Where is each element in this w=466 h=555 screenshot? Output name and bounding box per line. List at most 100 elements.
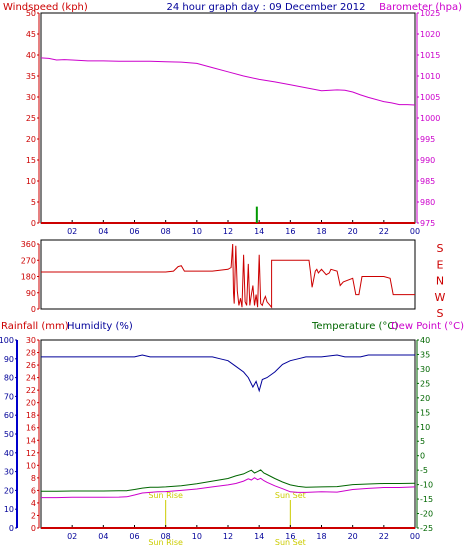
- wind-direction-tick-label: 90: [26, 289, 36, 298]
- temperature-axis-title: Temperature (°C): [311, 321, 398, 332]
- x-tick-label: 20: [348, 227, 358, 236]
- windspeed-tick-label: 15: [26, 156, 36, 165]
- compass-label: N: [436, 275, 444, 288]
- humidity-tick-label: 60: [4, 411, 14, 420]
- temperature-tick-label: 35: [420, 350, 430, 359]
- x-tick-label: 06: [129, 227, 139, 236]
- rainfall-tick-label: 4: [31, 499, 36, 508]
- barometer-tick-label: 990: [420, 156, 435, 165]
- temperature-tick-label: 20: [420, 394, 430, 403]
- temperature-tick-label: 40: [420, 336, 430, 345]
- x-tick-label: 02: [67, 532, 77, 541]
- x-tick-label: 20: [348, 532, 358, 541]
- rainfall-tick-label: 14: [26, 436, 36, 445]
- humidity-tick-label: 80: [4, 374, 14, 383]
- x-tick-label: 18: [316, 227, 326, 236]
- barometer-tick-label: 1000: [420, 114, 440, 123]
- rainfall-tick-label: 2: [31, 511, 36, 520]
- compass-label: E: [437, 258, 444, 271]
- humidity-tick-label: 50: [4, 430, 14, 439]
- x-tick-label: 10: [192, 532, 202, 541]
- humidity-tick-label: 20: [4, 486, 14, 495]
- temp-hum-plot-frame: [40, 339, 416, 529]
- windspeed-axis-title: Windspeed (kph): [3, 2, 88, 13]
- humidity-axis-title: Humidity (%): [67, 321, 133, 332]
- rainfall-tick-label: 30: [26, 336, 36, 345]
- x-tick-label: 14: [254, 532, 264, 541]
- temperature-tick-label: 25: [420, 379, 430, 388]
- rainfall-axis-title: Rainfall (mm): [1, 321, 69, 332]
- barometer-tick-label: 1025: [420, 9, 440, 18]
- compass-label: S: [437, 307, 444, 320]
- sun-marker-label: Sun Rise: [148, 491, 183, 500]
- rainfall-tick-label: 18: [26, 411, 36, 420]
- humidity-tick-label: 30: [4, 468, 14, 477]
- rainfall-tick-label: 20: [26, 399, 36, 408]
- temperature-tick-label: -20: [420, 510, 433, 519]
- barometer-tick-label: 1015: [420, 51, 440, 60]
- windspeed-tick-label: 45: [26, 30, 36, 39]
- wind-direction-plot-frame: [40, 239, 416, 310]
- x-tick-label: 22: [379, 532, 389, 541]
- windspeed-tick-label: 25: [26, 114, 36, 123]
- windspeed-tick-label: 0: [31, 219, 36, 228]
- x-tick-label: 00: [410, 227, 420, 236]
- rainfall-tick-label: 26: [26, 361, 36, 370]
- windspeed-tick-label: 30: [26, 93, 36, 102]
- humidity-tick-label: 40: [4, 449, 14, 458]
- temperature-tick-label: 0: [420, 452, 425, 461]
- humidity-tick-label: 90: [4, 355, 14, 364]
- x-tick-label: 04: [98, 532, 108, 541]
- x-tick-label: 10: [192, 227, 202, 236]
- wind-direction-tick-label: 0: [31, 305, 36, 314]
- humidity-tick-label: 100: [0, 336, 14, 345]
- barometer-line: [40, 57, 416, 106]
- barometer-tick-label: 980: [420, 198, 435, 207]
- windspeed-tick-label: 40: [26, 51, 36, 60]
- x-tick-label: 18: [316, 532, 326, 541]
- rainfall-tick-label: 16: [26, 424, 36, 433]
- temperature-tick-label: -5: [420, 466, 428, 475]
- rainfall-tick-label: 10: [26, 461, 36, 470]
- x-tick-label: 04: [98, 227, 108, 236]
- x-tick-label: 08: [161, 532, 171, 541]
- compass-label: W: [435, 291, 446, 304]
- rainfall-tick-label: 6: [31, 486, 36, 495]
- barometer-tick-label: 975: [420, 219, 435, 228]
- x-tick-label: 16: [285, 532, 295, 541]
- temperature-tick-label: -25: [420, 524, 433, 533]
- temperature-tick-label: -10: [420, 481, 433, 490]
- humidity-line: [41, 354, 415, 393]
- barometer-tick-label: 1020: [420, 30, 440, 39]
- windspeed-tick-label: 5: [31, 198, 36, 207]
- x-tick-label: 22: [379, 227, 389, 236]
- temperature-tick-label: 10: [420, 423, 430, 432]
- rainfall-tick-label: 0: [31, 524, 36, 533]
- x-tick-label: 02: [67, 227, 77, 236]
- windspeed-tick-label: 35: [26, 72, 36, 81]
- sun-marker-time: Sun Set: [275, 538, 306, 547]
- temperature-tick-label: -15: [420, 495, 433, 504]
- graph-title: 24 hour graph day : 09 December 2012: [167, 2, 366, 13]
- rainfall-tick-label: 28: [26, 349, 36, 358]
- temperature-tick-label: 15: [420, 408, 430, 417]
- temperature-line: [41, 469, 416, 492]
- wind-baro-plot-frame: [40, 12, 416, 224]
- barometer-tick-label: 995: [420, 135, 435, 144]
- wind-direction-tick-label: 360: [21, 240, 36, 249]
- barometer-tick-label: 1010: [420, 72, 440, 81]
- rainfall-tick-label: 8: [31, 474, 36, 483]
- humidity-tick-label: 0: [9, 524, 14, 533]
- x-tick-label: 08: [161, 227, 171, 236]
- wind-direction-tick-label: 270: [21, 256, 36, 265]
- compass-label: S: [437, 242, 444, 255]
- rainfall-tick-label: 22: [26, 386, 36, 395]
- barometer-tick-label: 985: [420, 177, 435, 186]
- rainfall-tick-label: 24: [26, 374, 36, 383]
- sun-marker-time: Sun Rise: [148, 538, 183, 547]
- x-tick-label: 12: [223, 532, 233, 541]
- x-tick-label: 06: [129, 532, 139, 541]
- rainfall-tick-label: 12: [26, 449, 36, 458]
- dewpoint-axis-title: Dew Point (°C): [391, 321, 464, 332]
- x-tick-label: 16: [285, 227, 295, 236]
